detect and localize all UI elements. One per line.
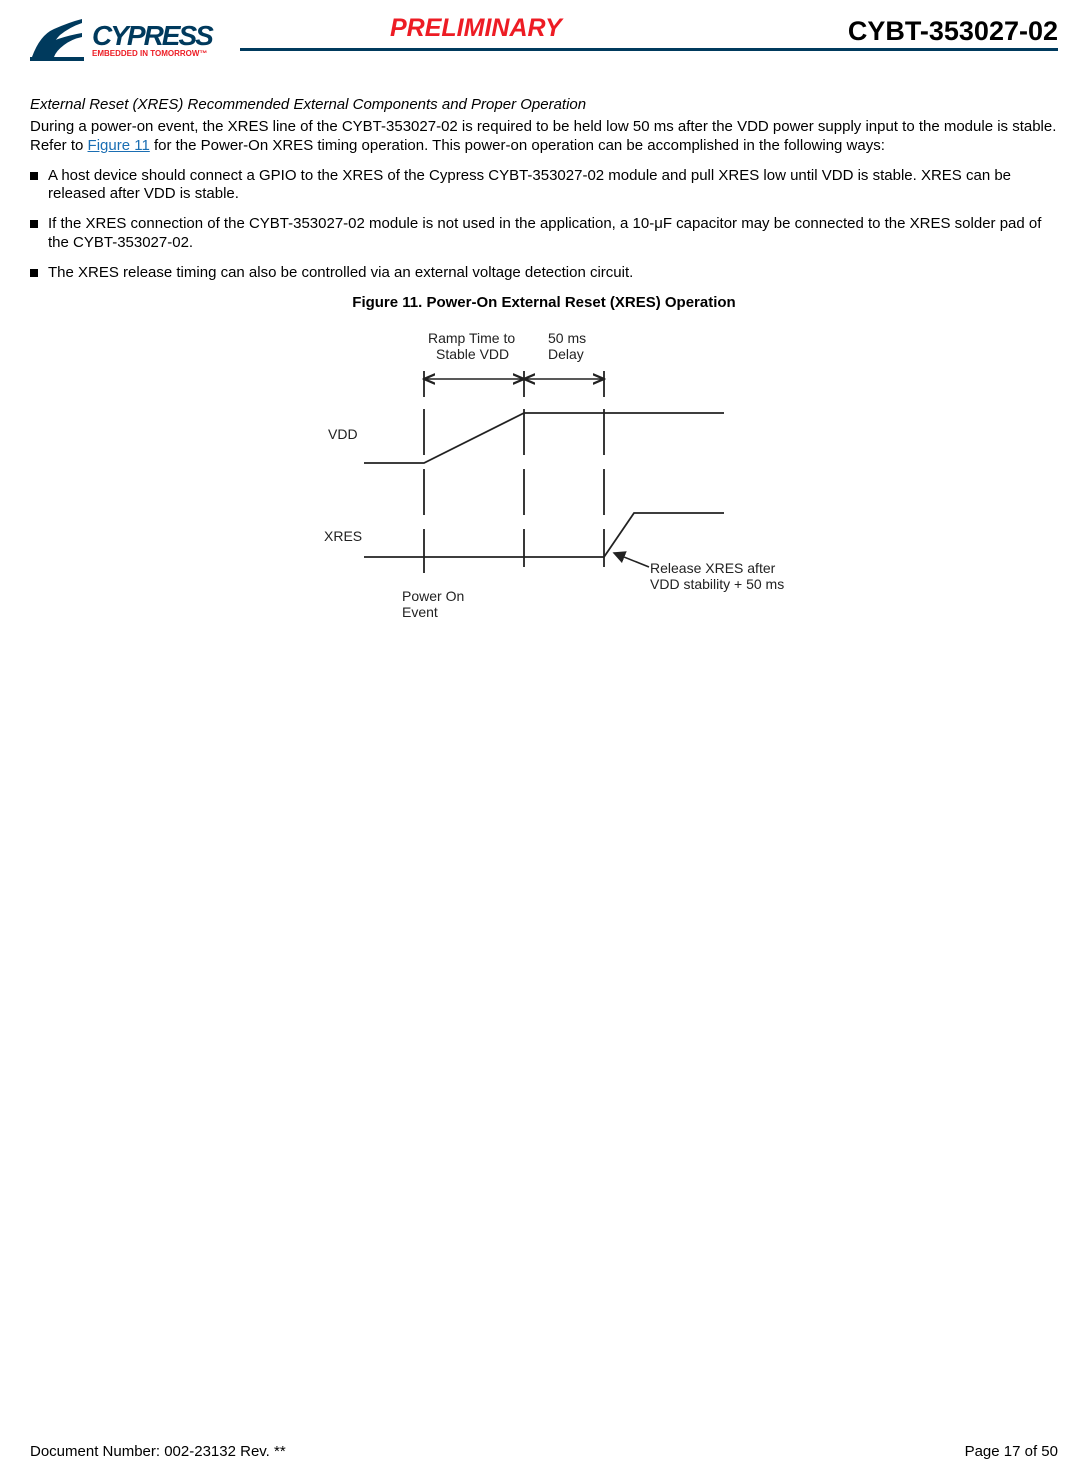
ramp-label-2: Stable VDD bbox=[436, 346, 509, 362]
preliminary-label: PRELIMINARY bbox=[390, 14, 562, 43]
bullet-text: The XRES release timing can also be cont… bbox=[48, 264, 633, 281]
poweron-label-1: Power On bbox=[402, 588, 464, 604]
bullet-text: If the XRES connection of the CYBT-35302… bbox=[48, 215, 1041, 250]
vdd-label: VDD bbox=[328, 426, 358, 442]
figure-link[interactable]: Figure 11 bbox=[88, 137, 150, 154]
page: CYPRESS EMBEDDED IN TOMORROW™ PRELIMINAR… bbox=[0, 0, 1088, 1480]
figure-wrap: VDD XRES Ramp Time to Stable VDD 50 ms D… bbox=[30, 317, 1058, 637]
poweron-label-2: Event bbox=[402, 604, 438, 620]
timing-diagram: VDD XRES Ramp Time to Stable VDD 50 ms D… bbox=[294, 317, 794, 637]
bullet-text: A host device should connect a GPIO to t… bbox=[48, 167, 1011, 202]
figure-caption: Figure 11. Power-On External Reset (XRES… bbox=[30, 294, 1058, 312]
doc-number: Document Number: 002-23132 Rev. ** bbox=[30, 1443, 286, 1460]
intro-paragraph: During a power-on event, the XRES line o… bbox=[30, 118, 1058, 155]
page-header: CYPRESS EMBEDDED IN TOMORROW™ PRELIMINAR… bbox=[30, 10, 1058, 70]
logo-main-text: CYPRESS bbox=[92, 22, 212, 50]
ramp-label-1: Ramp Time to bbox=[428, 330, 515, 346]
delay-label-1: 50 ms bbox=[548, 330, 586, 346]
delay-label-2: Delay bbox=[548, 346, 584, 362]
release-label-1: Release XRES after bbox=[650, 560, 776, 576]
section-subheading: External Reset (XRES) Recommended Extern… bbox=[30, 96, 1058, 114]
bullet-list: A host device should connect a GPIO to t… bbox=[30, 167, 1058, 282]
logo-sub-text: EMBEDDED IN TOMORROW™ bbox=[92, 50, 212, 58]
header-rule bbox=[240, 48, 1058, 51]
part-number: CYBT-353027-02 bbox=[848, 16, 1058, 47]
list-item: The XRES release timing can also be cont… bbox=[30, 264, 1058, 282]
company-logo: CYPRESS EMBEDDED IN TOMORROW™ bbox=[30, 17, 212, 63]
logo-mark-icon bbox=[30, 17, 84, 63]
release-label-2: VDD stability + 50 ms bbox=[650, 576, 784, 592]
xres-label: XRES bbox=[324, 528, 362, 544]
logo-text: CYPRESS EMBEDDED IN TOMORROW™ bbox=[92, 22, 212, 58]
list-item: If the XRES connection of the CYBT-35302… bbox=[30, 215, 1058, 252]
list-item: A host device should connect a GPIO to t… bbox=[30, 167, 1058, 204]
page-footer: Document Number: 002-23132 Rev. ** Page … bbox=[30, 1443, 1058, 1460]
content-area: External Reset (XRES) Recommended Extern… bbox=[30, 96, 1058, 637]
page-number: Page 17 of 50 bbox=[965, 1443, 1058, 1460]
intro-after-link: for the Power-On XRES timing operation. … bbox=[150, 137, 885, 154]
